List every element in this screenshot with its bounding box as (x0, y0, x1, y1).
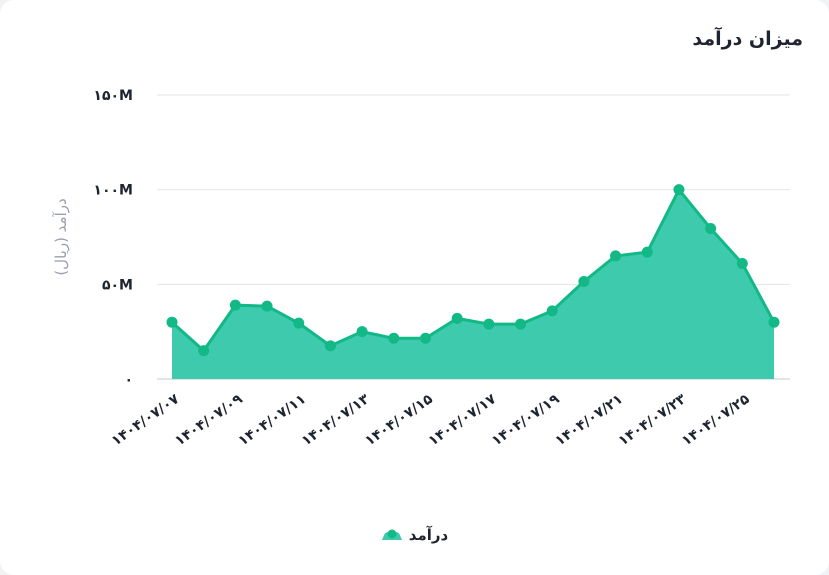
data-point (356, 326, 368, 338)
data-point (705, 222, 717, 234)
y-tick-label: ۰ (124, 372, 133, 388)
x-tick-label: ۱۴۰۴/۰۷/۱۱ (235, 391, 309, 449)
data-point (166, 316, 178, 328)
x-tick-label: ۱۴۰۴/۰۷/۰۹ (172, 391, 246, 449)
x-tick-label: ۱۴۰۴/۰۷/۲۱ (552, 391, 626, 449)
legend: درآمد (0, 526, 829, 544)
x-tick-label: ۱۴۰۴/۰۷/۰۷ (109, 391, 183, 449)
data-point (324, 340, 336, 352)
data-point (515, 318, 527, 330)
data-point (610, 250, 622, 262)
data-point (736, 258, 748, 270)
series-area (172, 189, 774, 379)
data-point (578, 275, 590, 287)
data-point (546, 305, 558, 317)
legend-label: درآمد (408, 526, 449, 544)
data-point (293, 317, 305, 329)
x-tick-label: ۱۴۰۴/۰۷/۱۷ (426, 391, 500, 449)
card-title: میزان درآمد (692, 28, 803, 50)
data-point (768, 316, 780, 328)
y-tick-label: ۱۵۰M (93, 88, 133, 104)
x-tick-label: ۱۴۰۴/۰۷/۱۹ (489, 391, 563, 449)
data-point (483, 318, 495, 330)
data-point (198, 345, 210, 357)
x-tick-label: ۱۴۰۴/۰۷/۲۵ (679, 391, 753, 449)
data-point (419, 332, 431, 344)
legend-swatch-icon[interactable] (381, 529, 403, 541)
data-point (641, 246, 653, 258)
series-line (170, 188, 776, 353)
y-tick-label: ۱۰۰M (93, 183, 133, 199)
x-tick-label: ۱۴۰۴/۰۷/۲۳ (616, 391, 690, 449)
data-point (451, 312, 463, 324)
data-point (388, 332, 400, 344)
data-point (673, 184, 685, 196)
y-axis-title: درآمد (ریال) (52, 198, 70, 275)
data-point (261, 300, 273, 312)
x-tick-label: ۱۴۰۴/۰۷/۱۵ (362, 391, 436, 449)
data-point (229, 299, 241, 311)
x-tick-label: ۱۴۰۴/۰۷/۱۳ (299, 391, 373, 449)
y-tick-label: ۵۰M (102, 277, 133, 293)
